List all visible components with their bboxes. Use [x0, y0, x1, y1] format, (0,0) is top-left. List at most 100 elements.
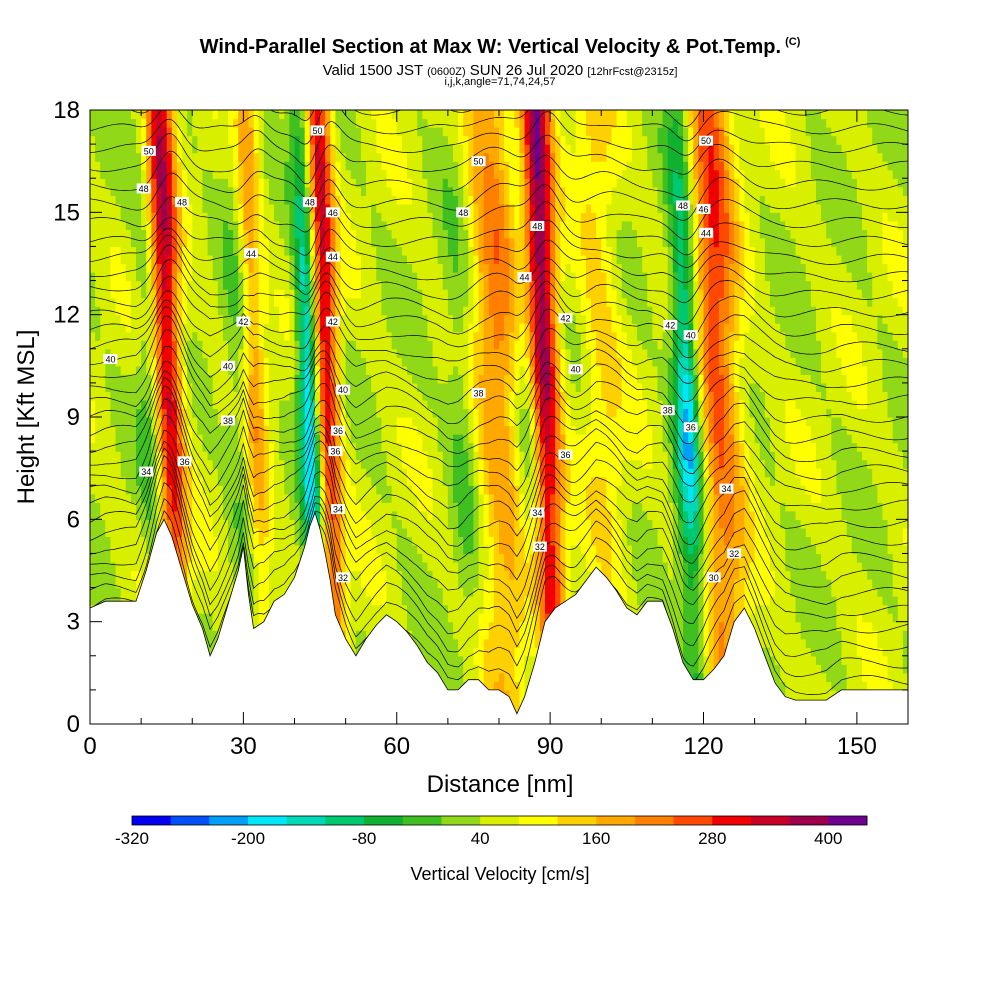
- velocity-cell: [90, 254, 96, 265]
- velocity-cell: [304, 110, 311, 120]
- velocity-cell: [110, 229, 117, 239]
- velocity-cell: [289, 272, 296, 282]
- velocity-cell: [228, 161, 234, 171]
- velocity-cell: [432, 493, 439, 503]
- velocity-cell: [151, 382, 158, 393]
- velocity-cell: [289, 536, 296, 546]
- velocity-cell: [125, 186, 132, 196]
- velocity-cell: [136, 553, 142, 563]
- velocity-cell: [95, 425, 101, 435]
- velocity-cell: [320, 254, 326, 265]
- velocity-cell: [136, 485, 142, 495]
- velocity-cell: [263, 263, 270, 273]
- velocity-cell: [412, 178, 418, 188]
- velocity-cell: [406, 212, 413, 222]
- velocity-cell: [248, 110, 255, 120]
- velocity-cell: [95, 127, 101, 137]
- velocity-cell: [294, 323, 301, 333]
- velocity-cell: [171, 169, 178, 179]
- velocity-cell: [120, 417, 127, 427]
- velocity-cell: [136, 382, 142, 393]
- velocity-cell: [233, 169, 239, 179]
- velocity-cell: [207, 289, 214, 299]
- velocity-cell: [350, 254, 357, 265]
- velocity-cell: [207, 203, 214, 213]
- velocity-cell: [207, 195, 214, 205]
- velocity-cell: [371, 289, 377, 299]
- velocity-cell: [192, 399, 198, 410]
- velocity-cell: [248, 425, 255, 435]
- velocity-cell: [110, 579, 117, 589]
- velocity-cell: [136, 152, 142, 162]
- velocity-cell: [304, 229, 311, 239]
- velocity-cell: [192, 596, 198, 606]
- velocity-cell: [355, 212, 362, 222]
- velocity-cell: [355, 280, 362, 290]
- velocity-cell: [125, 331, 132, 341]
- velocity-cell: [228, 118, 234, 128]
- velocity-cell: [115, 152, 122, 162]
- velocity-cell: [263, 186, 270, 196]
- velocity-cell: [294, 195, 301, 205]
- velocity-cell: [437, 152, 444, 162]
- velocity-cell: [427, 263, 434, 273]
- velocity-cell: [120, 485, 127, 495]
- velocity-cell: [309, 399, 316, 410]
- velocity-cell: [253, 399, 260, 410]
- velocity-cell: [90, 186, 96, 196]
- velocity-cell: [253, 510, 260, 520]
- velocity-cell: [171, 485, 178, 495]
- velocity-cell: [258, 297, 265, 307]
- velocity-cell: [110, 178, 117, 188]
- velocity-cell: [141, 263, 147, 273]
- velocity-cell: [422, 536, 429, 546]
- velocity-cell: [197, 408, 204, 418]
- velocity-cell: [299, 544, 306, 555]
- velocity-cell: [130, 118, 137, 128]
- velocity-cell: [330, 135, 336, 145]
- velocity-cell: [279, 280, 285, 290]
- velocity-cell: [151, 135, 158, 145]
- velocity-cell: [202, 382, 209, 393]
- velocity-cell: [136, 306, 142, 316]
- velocity-cell: [412, 152, 418, 162]
- velocity-cell: [212, 144, 219, 154]
- velocity-cell: [222, 459, 229, 469]
- velocity-cell: [391, 502, 398, 512]
- velocity-cell: [299, 417, 306, 427]
- velocity-cell: [95, 493, 101, 503]
- velocity-cell: [396, 297, 403, 307]
- velocity-cell: [406, 417, 413, 427]
- velocity-cell: [258, 434, 265, 444]
- velocity-cell: [406, 195, 413, 205]
- velocity-cell: [120, 144, 127, 154]
- velocity-cell: [217, 331, 224, 341]
- velocity-cell: [207, 135, 214, 145]
- velocity-cell: [279, 451, 285, 461]
- velocity-cell: [176, 237, 183, 248]
- velocity-cell: [325, 536, 331, 546]
- velocity-cell: [192, 161, 198, 171]
- velocity-cell: [222, 468, 229, 478]
- velocity-cell: [197, 365, 204, 375]
- velocity-cell: [304, 408, 311, 418]
- velocity-cell: [304, 246, 311, 256]
- velocity-cell: [355, 621, 362, 631]
- velocity-cell: [197, 536, 204, 546]
- velocity-cell: [105, 110, 112, 120]
- velocity-cell: [401, 135, 408, 145]
- velocity-cell: [406, 169, 413, 179]
- velocity-cell: [115, 408, 122, 418]
- velocity-cell: [187, 306, 193, 316]
- velocity-cell: [432, 195, 439, 205]
- velocity-cell: [141, 417, 147, 427]
- velocity-cell: [156, 399, 163, 410]
- velocity-cell: [320, 476, 326, 486]
- velocity-cell: [217, 272, 224, 282]
- velocity-cell: [192, 604, 198, 614]
- velocity-cell: [284, 382, 290, 393]
- velocity-cell: [105, 272, 112, 282]
- velocity-cell: [105, 237, 112, 248]
- velocity-cell: [105, 587, 112, 597]
- velocity-cell: [217, 118, 224, 128]
